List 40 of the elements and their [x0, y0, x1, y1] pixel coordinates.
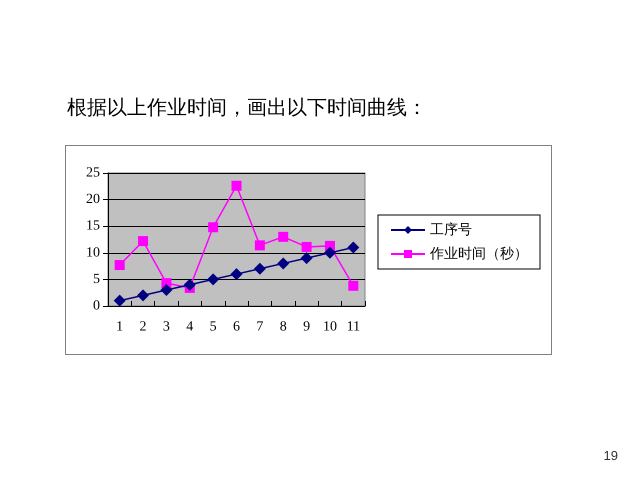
point	[324, 246, 336, 259]
point	[347, 241, 360, 254]
x-tick-label: 11	[346, 320, 360, 334]
x-tick-label: 5	[210, 320, 217, 334]
x-tick-label: 3	[162, 320, 170, 334]
point	[254, 240, 265, 250]
x-tick-label: 7	[256, 320, 264, 334]
x-tick-label: 9	[303, 320, 310, 334]
point	[230, 268, 242, 280]
point	[278, 232, 288, 242]
x-tick-label: 8	[280, 320, 287, 334]
point	[254, 262, 266, 275]
x-tick-label: 10	[322, 320, 337, 334]
y-tick-label: 15	[86, 218, 100, 234]
legend-label: 作业时间（秒）	[429, 246, 528, 262]
y-tick-label: 10	[86, 245, 100, 260]
point	[232, 180, 242, 191]
point	[277, 257, 290, 270]
y-tick-label: 5	[93, 272, 100, 287]
point	[137, 289, 150, 302]
x-tick-label: 6	[233, 320, 240, 334]
chart-title: 根据以上作业时间，画出以下时间曲线：	[67, 95, 427, 119]
point	[160, 284, 172, 296]
point	[348, 280, 358, 291]
point	[207, 273, 220, 286]
point	[300, 252, 313, 264]
y-tick-label: 25	[86, 166, 100, 180]
y-tick-label: 20	[86, 192, 100, 208]
text: 19	[604, 448, 618, 463]
point	[184, 278, 196, 291]
point	[138, 236, 148, 246]
point	[302, 242, 312, 252]
point	[114, 260, 125, 270]
point	[114, 294, 126, 307]
y-tick-label: 0	[93, 298, 100, 314]
x-tick-label: 4	[186, 320, 194, 334]
point	[208, 222, 218, 232]
x-tick-label: 2	[140, 320, 147, 334]
legend-label: 工序号	[430, 222, 472, 238]
x-tick-label: 1	[116, 320, 124, 334]
